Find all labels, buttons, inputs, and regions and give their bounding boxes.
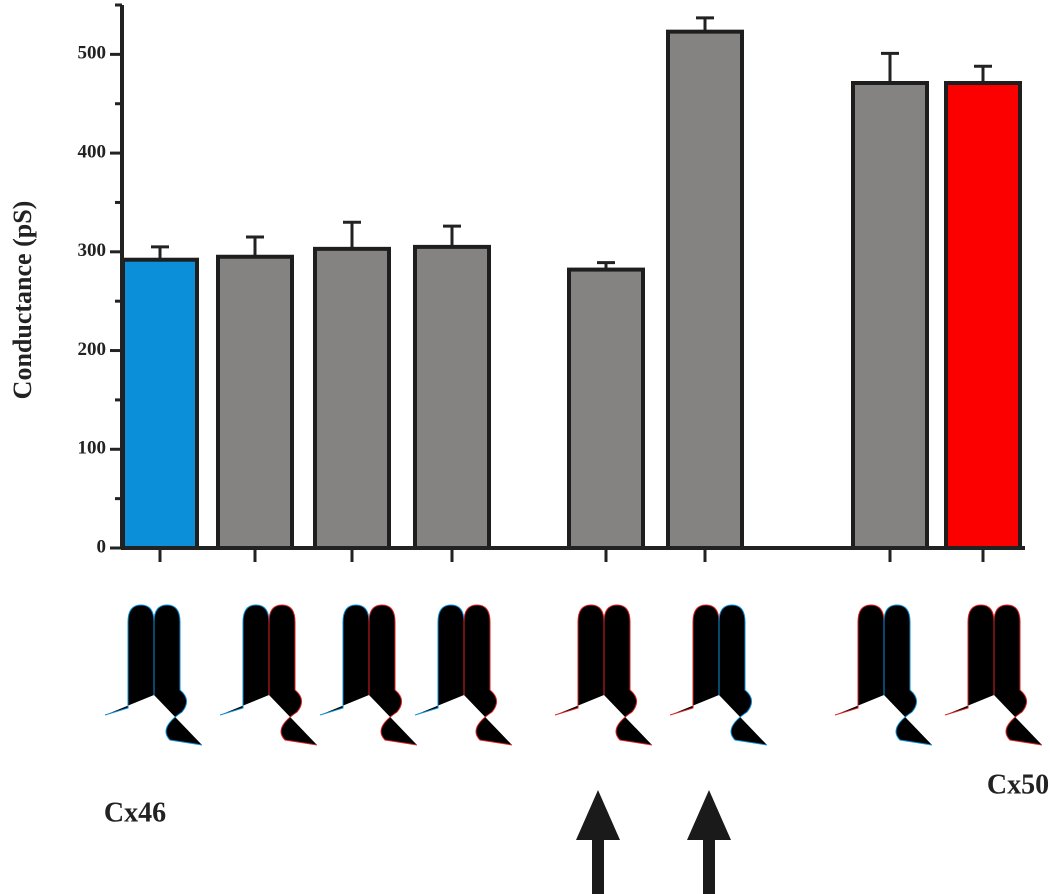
y-tick-label: 300 — [78, 240, 107, 261]
annotation: Cx50 — [987, 769, 1049, 800]
bar — [944, 80, 1022, 551]
bar — [413, 244, 491, 551]
y-axis-label: Conductance (pS) — [8, 201, 37, 400]
bar — [121, 257, 199, 550]
bar — [851, 80, 929, 551]
y-tick-label: 500 — [78, 43, 107, 64]
y-tick-label: 100 — [78, 438, 107, 459]
annotation: Cx46 — [104, 797, 166, 828]
bar — [216, 254, 294, 550]
bar — [313, 246, 391, 551]
y-tick-label: 400 — [78, 141, 107, 162]
arrows — [576, 790, 731, 894]
bar — [666, 29, 744, 550]
y-tick-label: 0 — [97, 536, 107, 557]
bar — [567, 267, 645, 550]
connexin-schematics — [104, 604, 1043, 746]
y-tick-label: 200 — [78, 339, 107, 360]
